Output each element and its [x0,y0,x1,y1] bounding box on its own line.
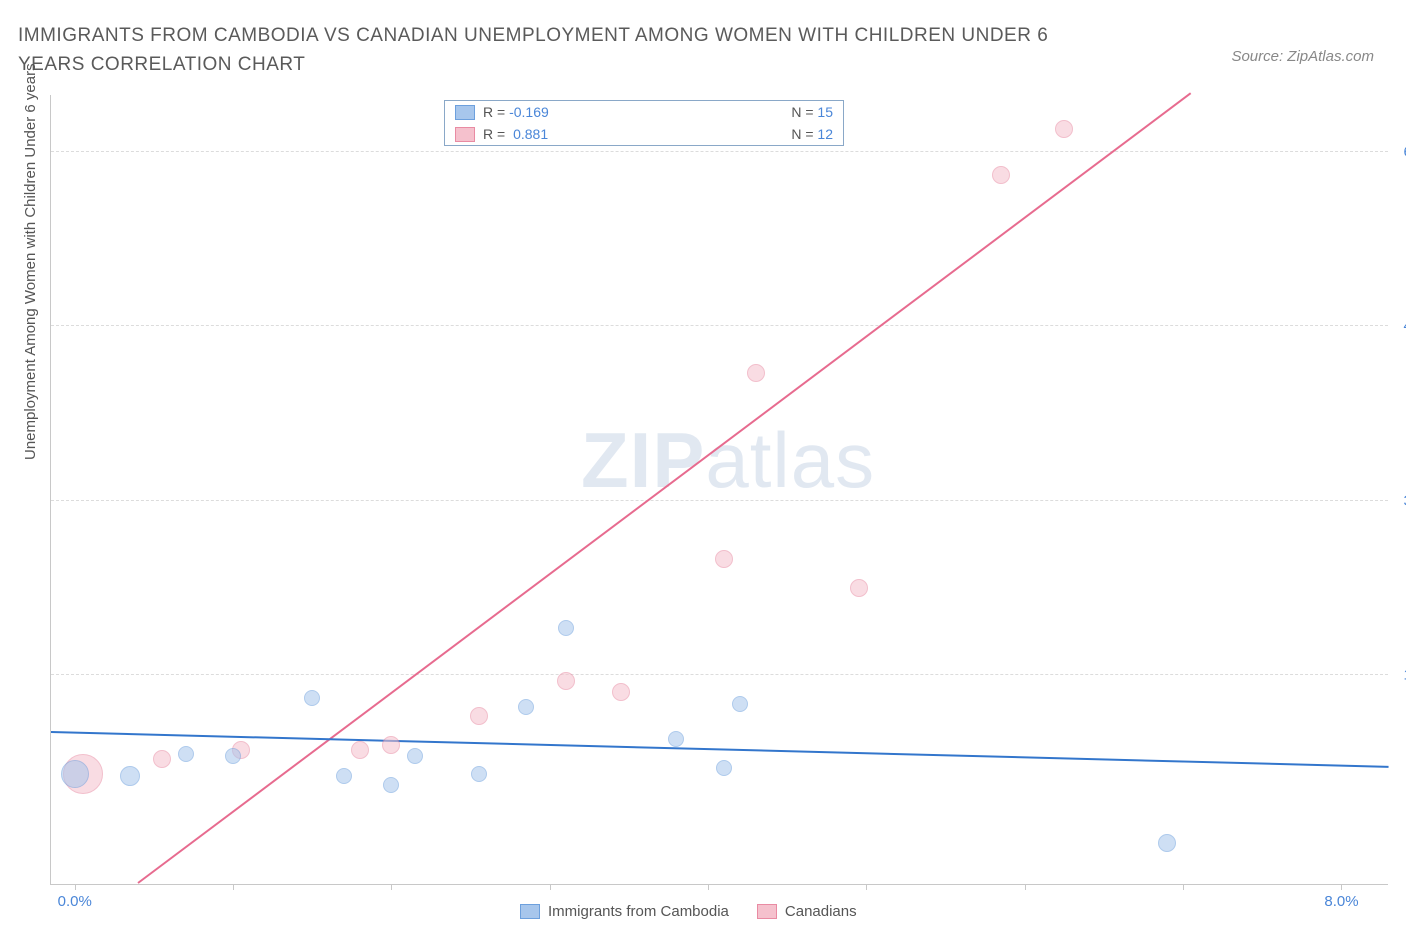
scatter-point-blue [61,760,89,788]
scatter-point-pink [153,750,171,768]
scatter-point-blue [518,699,534,715]
watermark: ZIPatlas [581,415,875,506]
legend-row-0: R = -0.169 N = 15 [445,101,843,123]
xtick [1025,884,1026,890]
scatter-point-pink [992,166,1010,184]
xtick [1183,884,1184,890]
scatter-point-blue [716,760,732,776]
scatter-point-blue [1158,834,1176,852]
legend-swatch-blue-2 [520,904,540,919]
legend-n-0: N = 15 [791,104,833,120]
source-attribution: Source: ZipAtlas.com [1231,48,1374,65]
legend-swatch-pink [455,127,475,142]
y-axis-title: Unemployment Among Women with Children U… [22,63,39,460]
scatter-point-blue [304,690,320,706]
scatter-point-pink [557,672,575,690]
legend-label-0: Immigrants from Cambodia [548,903,729,920]
scatter-point-pink [382,736,400,754]
scatter-point-blue [336,768,352,784]
gridline [51,151,1388,152]
xtick-label: 0.0% [58,893,92,910]
scatter-point-pink [1055,120,1073,138]
legend-row-1: R = 0.881 N = 12 [445,123,843,145]
scatter-point-blue [558,620,574,636]
legend-r-1: R = 0.881 [483,126,548,142]
scatter-point-pink [351,741,369,759]
legend-label-1: Canadians [785,903,857,920]
series-legend: Immigrants from Cambodia Canadians [520,903,857,920]
scatter-point-blue [178,746,194,762]
gridline [51,325,1388,326]
legend-r-0: R = -0.169 [483,104,549,120]
scatter-point-pink [715,550,733,568]
legend-swatch-blue [455,105,475,120]
xtick-label: 8.0% [1324,893,1358,910]
scatter-point-pink [612,683,630,701]
scatter-point-pink [747,364,765,382]
scatter-point-blue [407,748,423,764]
chart-title: IMMIGRANTS FROM CAMBODIA VS CANADIAN UNE… [18,22,1118,79]
scatter-point-blue [383,777,399,793]
gridline [51,500,1388,501]
legend-item-0: Immigrants from Cambodia [520,903,729,920]
correlation-legend: R = -0.169 N = 15 R = 0.881 N = 12 [444,100,844,146]
legend-n-1: N = 12 [791,126,833,142]
trendline [137,92,1191,884]
scatter-point-blue [120,766,140,786]
scatter-point-pink [850,579,868,597]
scatter-point-blue [668,731,684,747]
gridline [51,674,1388,675]
watermark-light: atlas [705,416,875,504]
xtick [866,884,867,890]
legend-swatch-pink-2 [757,904,777,919]
xtick [233,884,234,890]
legend-item-1: Canadians [757,903,857,920]
scatter-point-pink [470,707,488,725]
scatter-point-blue [225,748,241,764]
scatter-point-blue [732,696,748,712]
xtick [550,884,551,890]
xtick [75,884,76,890]
xtick [1341,884,1342,890]
xtick [708,884,709,890]
chart-plot-area: ZIPatlas 15.0%30.0%45.0%60.0%0.0%8.0% [50,95,1388,885]
xtick [391,884,392,890]
watermark-bold: ZIP [581,416,705,504]
scatter-point-blue [471,766,487,782]
